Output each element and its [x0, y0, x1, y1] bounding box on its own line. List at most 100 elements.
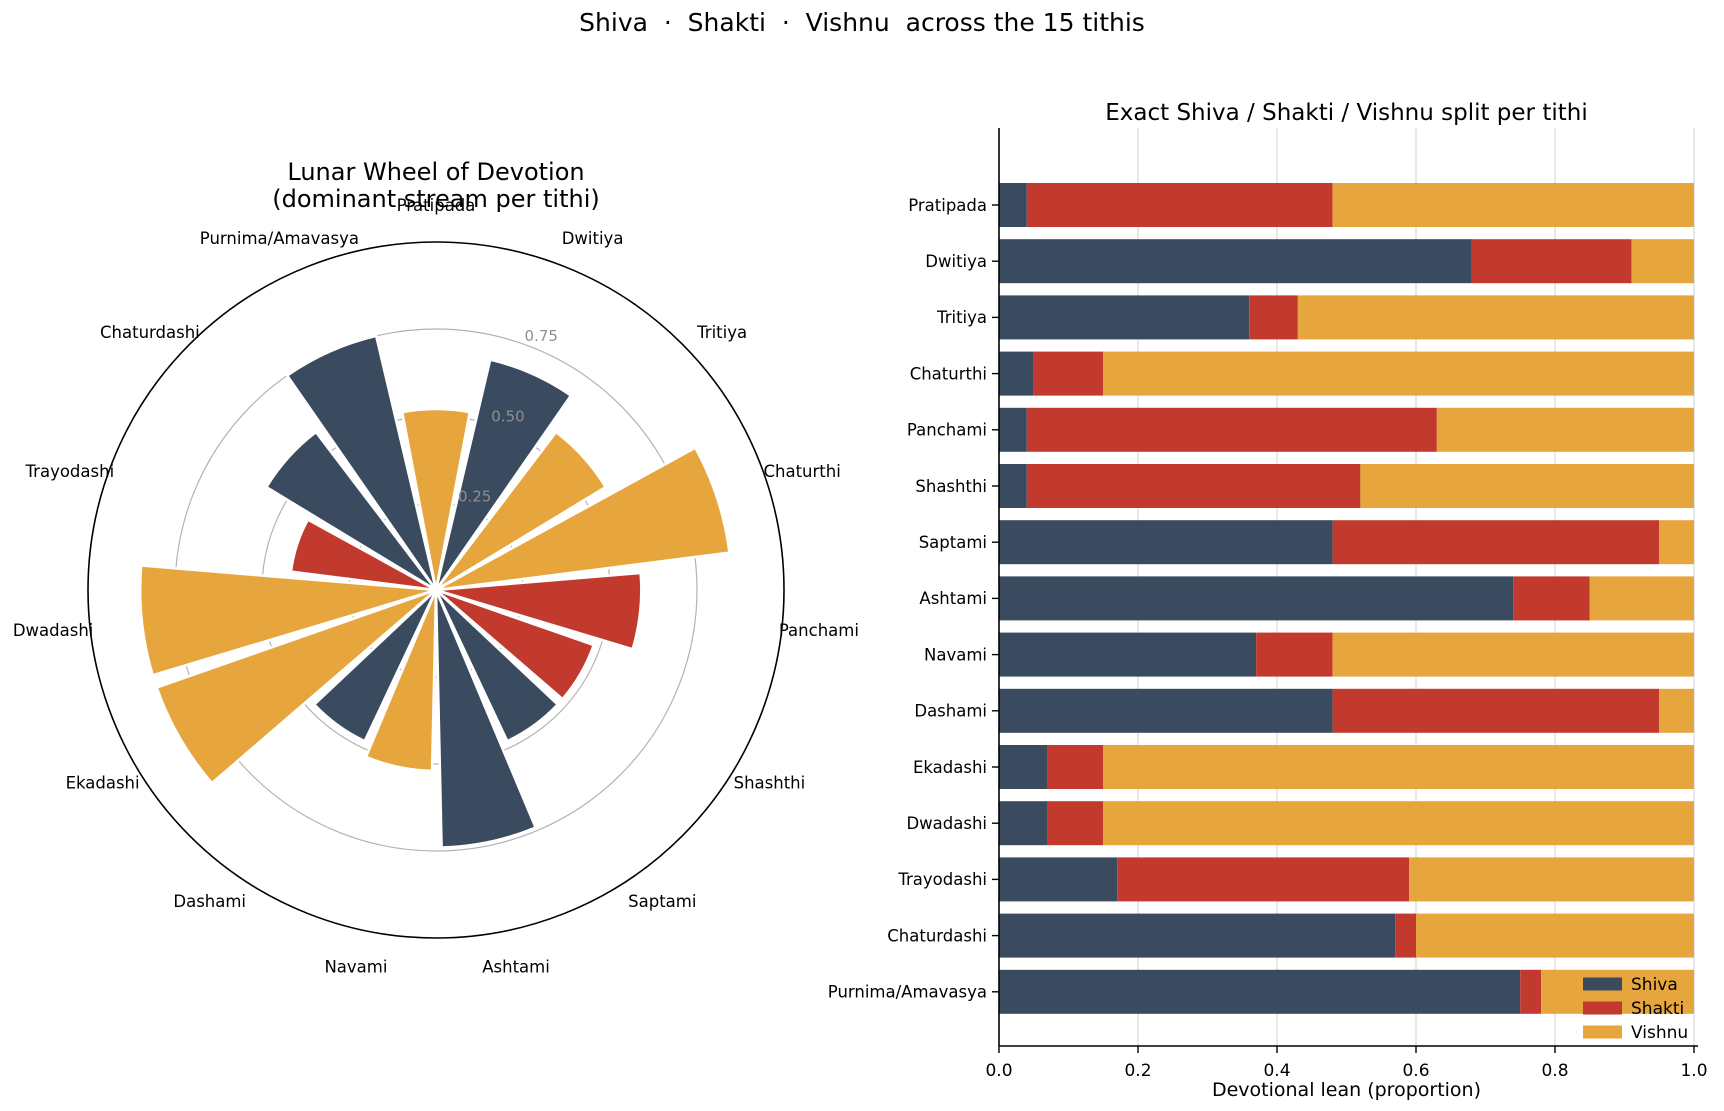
y-tick-label: Purnima/Amavasya — [828, 983, 987, 1002]
y-tick-label: Dwadashi — [906, 814, 987, 833]
polar-wedge-panchami — [434, 571, 643, 651]
polar-title: Lunar Wheel of Devotion — [287, 158, 584, 186]
bar-chaturdashi-shiva — [999, 913, 1396, 958]
y-tick-label: Dwitiya — [925, 252, 987, 271]
y-tick-label: Chaturdashi — [887, 926, 987, 945]
bar-panchami-vishnu — [1436, 407, 1694, 452]
bar-saptami-shiva — [999, 520, 1333, 565]
polar-rtick-label: 0.25 — [458, 488, 491, 506]
legend: Shiva Shakti Vishnu — [1583, 975, 1688, 1043]
polar-wedge-pratipada — [400, 407, 472, 592]
polar-wedge-ashtami — [434, 588, 537, 849]
polar-category-label: Ashtami — [482, 957, 550, 976]
bar-tritiya-shakti — [1249, 295, 1298, 340]
x-tick-label: 1.0 — [1680, 1061, 1707, 1081]
polar-chart: Lunar Wheel of Devotion(dominant stream … — [13, 158, 859, 976]
bar-ekadashi-vishnu — [1103, 745, 1694, 789]
polar-rtick-label: 0.75 — [525, 327, 558, 345]
x-tick-label: 0.8 — [1541, 1061, 1568, 1081]
polar-category-label: Trayodashi — [25, 462, 115, 481]
bar-dwadashi-vishnu — [1103, 801, 1694, 846]
bar-dashami-shakti — [1332, 688, 1660, 733]
polar-wedge-dwitiya — [434, 358, 573, 592]
polar-outline — [87, 241, 785, 939]
bar-chaturthi-shakti — [1033, 351, 1104, 396]
bar-ekadashi-shiva — [999, 745, 1048, 789]
polar-category-label: Dashami — [173, 892, 246, 911]
bar-panchami-shakti — [1026, 407, 1437, 452]
bar-panchami-shiva — [999, 407, 1027, 452]
polar-wedge-navami — [364, 588, 438, 773]
y-tick-label: Ashtami — [919, 589, 987, 608]
bar-tritiya-shiva — [999, 295, 1250, 340]
legend-swatch-shiva — [1583, 977, 1622, 991]
y-tick-label: Pratipada — [908, 196, 987, 215]
bar-pratipada-vishnu — [1332, 183, 1694, 227]
y-tick-label: Tritiya — [936, 308, 987, 327]
x-tick-label: 0.0 — [985, 1061, 1012, 1081]
y-tick-label: Dashami — [914, 702, 987, 721]
bar-ashtami-shakti — [1513, 576, 1590, 621]
polar-wedge-shashthi — [434, 588, 595, 701]
polar-wedge-chaturdashi — [265, 430, 438, 592]
y-tick-label: Trayodashi — [897, 870, 987, 889]
y-tick-label: Panchami — [907, 421, 987, 440]
legend-swatch-vishnu — [1583, 1025, 1622, 1039]
polar-category-label: Dwitiya — [562, 229, 624, 248]
bar-pratipada-shiva — [999, 183, 1027, 227]
polar-category-label: Purnima/Amavasya — [200, 229, 359, 248]
polar-category-label: Shashthi — [734, 773, 806, 792]
bar-dwadashi-shakti — [1047, 801, 1104, 846]
bar-purnima-amavasya-shakti — [1520, 969, 1542, 1014]
y-tick-label: Ekadashi — [913, 758, 987, 777]
y-tick-label: Chaturthi — [910, 364, 987, 383]
x-tick-label: 0.4 — [1263, 1061, 1290, 1081]
polar-wedge-dashami — [313, 588, 438, 743]
polar-category-label: Tritiya — [696, 323, 747, 342]
x-tick-label: 0.2 — [1124, 1061, 1151, 1081]
bar-ashtami-shiva — [999, 576, 1514, 621]
polar-category-label: Pratipada — [397, 196, 476, 215]
bar-dashami-shiva — [999, 688, 1333, 733]
bar-tritiya-vishnu — [1297, 295, 1694, 340]
bar-title: Exact Shiva / Shakti / Vishnu split per … — [1105, 100, 1587, 126]
polar-category-label: Navami — [324, 957, 387, 976]
y-tick-label: Navami — [924, 645, 987, 664]
bar-ashtami-vishnu — [1589, 576, 1694, 621]
x-axis-label: Devotional lean (proportion) — [1212, 1079, 1481, 1101]
bar-dwitiya-shakti — [1471, 239, 1632, 284]
polar-subtitle: (dominant stream per tithi) — [272, 185, 599, 213]
bar-ekadashi-shakti — [1047, 745, 1104, 789]
polar-wedge-saptami — [434, 588, 559, 743]
bar-trayodashi-shakti — [1117, 857, 1410, 902]
bar-shashthi-shiva — [999, 464, 1027, 508]
bar-saptami-shakti — [1332, 520, 1660, 565]
bar-dwitiya-vishnu — [1631, 239, 1694, 284]
bar-chart: Exact Shiva / Shakti / Vishnu split per … — [828, 100, 1708, 1101]
polar-wedge-chaturthi — [434, 446, 731, 592]
polar-category-label: Chaturdashi — [100, 323, 200, 342]
bar-shashthi-shakti — [1026, 464, 1361, 508]
polar-wedge-purnima-amavasya — [285, 334, 438, 592]
bar-trayodashi-vishnu — [1409, 857, 1694, 902]
bar-chaturthi-vishnu — [1103, 351, 1694, 396]
legend-label-shiva: Shiva — [1631, 975, 1678, 995]
bar-navami-vishnu — [1332, 632, 1694, 677]
y-tick-label: Saptami — [919, 533, 987, 552]
bar-pratipada-shakti — [1026, 183, 1333, 227]
polar-category-label: Panchami — [779, 621, 859, 640]
x-tick-label: 0.6 — [1402, 1061, 1429, 1081]
legend-label-shakti: Shakti — [1631, 999, 1684, 1019]
polar-rtick-label: 0.50 — [491, 407, 524, 425]
bar-shashthi-vishnu — [1360, 464, 1694, 508]
bar-purnima-amavasya-shiva — [999, 969, 1521, 1014]
bar-navami-shakti — [1256, 632, 1333, 677]
polar-category-label: Chaturthi — [764, 462, 841, 481]
y-tick-label: Shashthi — [915, 477, 987, 496]
bar-navami-shiva — [999, 632, 1257, 677]
polar-wedge-tritiya — [434, 430, 607, 592]
bar-chaturdashi-vishnu — [1416, 913, 1694, 958]
polar-category-label: Ekadashi — [66, 773, 140, 792]
